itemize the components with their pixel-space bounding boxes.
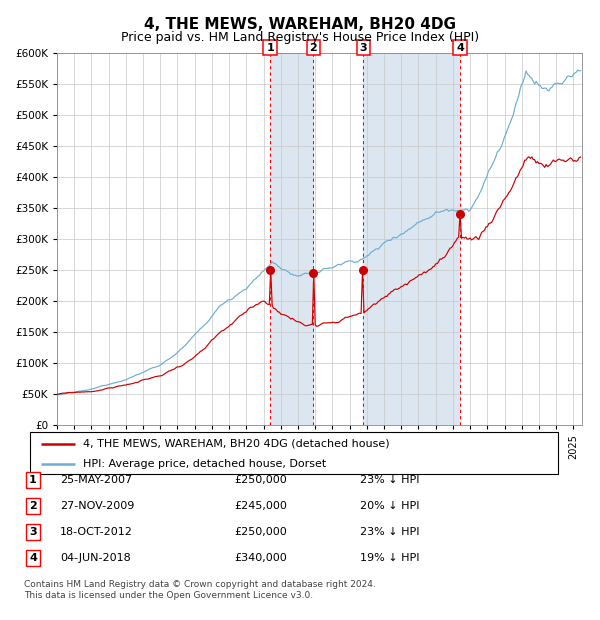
Text: 4: 4 [456, 43, 464, 53]
Text: £340,000: £340,000 [234, 553, 287, 563]
Text: 19% ↓ HPI: 19% ↓ HPI [360, 553, 419, 563]
Text: 4, THE MEWS, WAREHAM, BH20 4DG: 4, THE MEWS, WAREHAM, BH20 4DG [144, 17, 456, 32]
Text: 1: 1 [29, 475, 37, 485]
Text: HPI: Average price, detached house, Dorset: HPI: Average price, detached house, Dors… [83, 459, 326, 469]
Text: 1: 1 [266, 43, 274, 53]
Text: 23% ↓ HPI: 23% ↓ HPI [360, 527, 419, 537]
Text: 2: 2 [29, 501, 37, 511]
Text: Contains HM Land Registry data © Crown copyright and database right 2024.: Contains HM Land Registry data © Crown c… [24, 580, 376, 588]
Text: 4: 4 [29, 553, 37, 563]
Text: 2: 2 [310, 43, 317, 53]
Bar [363, 53, 460, 425]
Text: 20% ↓ HPI: 20% ↓ HPI [360, 501, 419, 511]
Text: 04-JUN-2018: 04-JUN-2018 [60, 553, 131, 563]
Text: 27-NOV-2009: 27-NOV-2009 [60, 501, 134, 511]
Text: £250,000: £250,000 [234, 527, 287, 537]
Text: £245,000: £245,000 [234, 501, 287, 511]
Text: 18-OCT-2012: 18-OCT-2012 [60, 527, 133, 537]
Text: 4, THE MEWS, WAREHAM, BH20 4DG (detached house): 4, THE MEWS, WAREHAM, BH20 4DG (detached… [83, 439, 389, 449]
Bar [270, 53, 313, 425]
Text: This data is licensed under the Open Government Licence v3.0.: This data is licensed under the Open Gov… [24, 591, 313, 600]
Text: £250,000: £250,000 [234, 475, 287, 485]
Text: 25-MAY-2007: 25-MAY-2007 [60, 475, 132, 485]
Text: 23% ↓ HPI: 23% ↓ HPI [360, 475, 419, 485]
Text: 3: 3 [29, 527, 37, 537]
Text: Price paid vs. HM Land Registry's House Price Index (HPI): Price paid vs. HM Land Registry's House … [121, 31, 479, 44]
Text: 3: 3 [359, 43, 367, 53]
